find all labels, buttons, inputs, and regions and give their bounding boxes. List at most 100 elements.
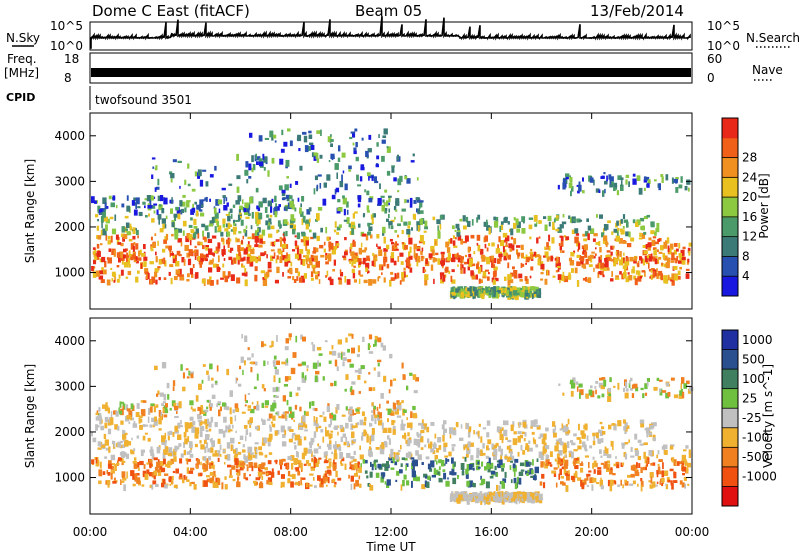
power-cell: [368, 258, 371, 262]
velocity-cell: [475, 498, 480, 503]
velocity-cell: [313, 420, 318, 426]
power-cell: [603, 172, 606, 175]
power-cell: [207, 232, 210, 239]
power-cell: [505, 241, 508, 245]
velocity-cell: [377, 337, 382, 343]
velocity-cell: [555, 482, 558, 488]
velocity-cell: [153, 419, 158, 426]
velocity-cell: [319, 483, 324, 488]
velocity-cell: [565, 424, 568, 429]
power-cell: [214, 226, 217, 233]
power-cell: [442, 275, 446, 282]
velocity-cell: [135, 473, 138, 480]
power-cell: [354, 211, 358, 214]
power-cell: [248, 245, 252, 248]
power-cell: [523, 286, 526, 293]
power-cell: [490, 226, 492, 233]
power-cell: [346, 279, 351, 285]
power-cell: [312, 250, 317, 254]
power-cell: [232, 204, 236, 208]
power-cell: [266, 214, 269, 218]
power-cell: [206, 253, 209, 258]
power-cell: [170, 173, 175, 179]
power-cell: [650, 230, 655, 235]
power-cell: [483, 290, 486, 294]
velocity-cell: [480, 436, 483, 443]
velocity-cell: [394, 408, 399, 415]
power-cell: [625, 277, 630, 283]
velocity-cell: [435, 469, 439, 476]
power-cell: [315, 247, 319, 253]
velocity-cell: [172, 475, 174, 481]
power-cell: [513, 270, 518, 277]
power-cell: [463, 267, 466, 274]
power-cell: [560, 249, 562, 253]
power-cell: [236, 186, 240, 193]
power-cell: [150, 248, 154, 252]
velocity-cell: [336, 366, 339, 372]
velocity-cell: [197, 414, 201, 420]
velocity-cell: [518, 421, 521, 428]
velocity-cell: [180, 364, 183, 371]
power-cell: [529, 251, 533, 255]
velocity-cell: [340, 463, 344, 466]
velocity-cell: [489, 475, 494, 479]
velocity-cell: [584, 478, 587, 485]
velocity-cell: [645, 467, 647, 470]
power-cell: [509, 287, 513, 292]
power-cell: [650, 274, 653, 280]
velocity-cell: [459, 437, 464, 441]
velocity-cell: [541, 473, 545, 479]
power-cell: [491, 261, 494, 268]
velocity-cell: [522, 492, 527, 500]
power-cell: [277, 220, 281, 227]
velocity-cell: [558, 473, 560, 480]
velocity-cell: [577, 445, 582, 450]
power-cell: [231, 259, 234, 265]
power-cell: [351, 254, 354, 260]
power-cell: [658, 270, 663, 276]
power-cell: [318, 279, 321, 284]
power-cell: [297, 271, 300, 277]
power-cell: [205, 181, 209, 187]
power-cell: [143, 256, 148, 261]
velocity-cell: [177, 434, 182, 440]
power-cell: [360, 164, 365, 169]
velocity-cell: [466, 497, 470, 505]
power-cell: [285, 208, 288, 212]
velocity-cell: [392, 420, 396, 423]
power-cell: [576, 254, 580, 258]
velocity-cell: [195, 395, 199, 402]
velocity-cell: [310, 437, 315, 443]
power-cell: [622, 226, 625, 229]
velocity-cell: [529, 447, 533, 452]
velocity-cell: [297, 386, 301, 391]
power-cell: [221, 253, 224, 257]
power-cell: [510, 228, 514, 236]
velocity-cell: [358, 391, 361, 394]
power-cell: [104, 209, 106, 213]
power-cell: [217, 230, 222, 233]
velocity-cell: [199, 472, 203, 476]
power-cell: [161, 258, 164, 262]
power-cell: [350, 131, 355, 134]
power-cell: [358, 278, 361, 284]
power-cell: [192, 203, 194, 209]
velocity-cell: [246, 466, 249, 472]
velocity-cell: [217, 477, 219, 483]
power-cell: [292, 249, 296, 252]
power-cell: [377, 276, 379, 282]
velocity-cell: [529, 468, 533, 475]
velocity-cell: [214, 474, 217, 478]
velocity-cell: [509, 456, 512, 461]
velocity-cell: [368, 372, 371, 375]
velocity-cell: [312, 344, 316, 352]
power-cell: [536, 292, 540, 298]
velocity-cell: [599, 430, 603, 437]
velocity-cell: [266, 480, 270, 485]
cpid-value: twofsound 3501: [95, 93, 192, 107]
velocity-cell: [290, 411, 292, 416]
power-cell: [359, 274, 364, 277]
velocity-cell: [165, 446, 169, 452]
power-cell: [629, 256, 634, 262]
